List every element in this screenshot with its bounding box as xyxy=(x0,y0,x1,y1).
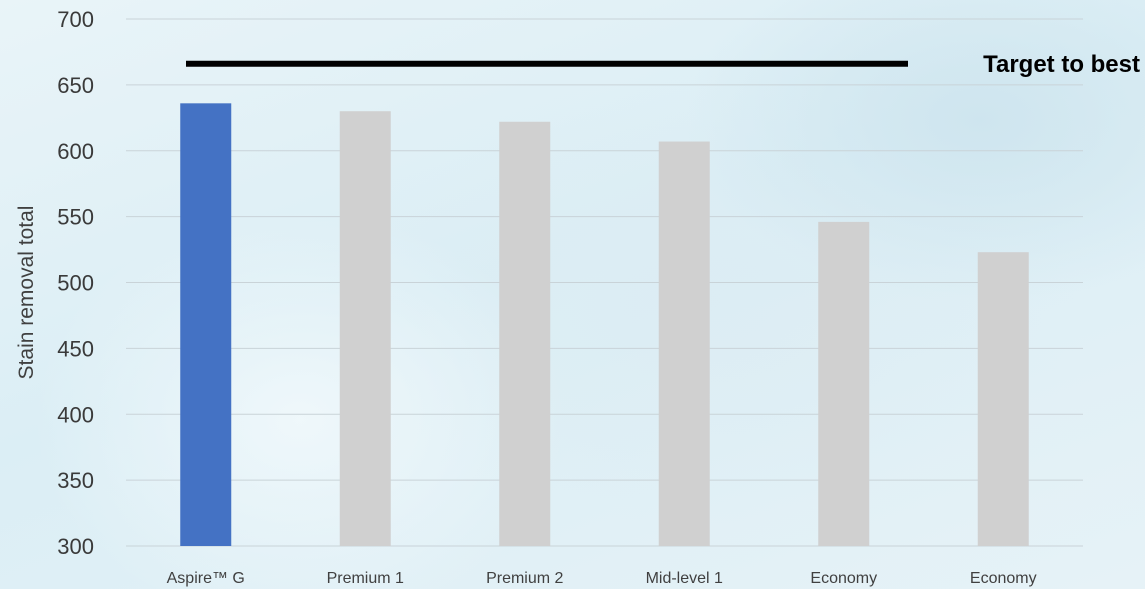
x-axis-categories: Aspire™ G Premium 1 Premium 2 Mid-level 1 Ec… xyxy=(167,570,1037,587)
y-tick-label: 500 xyxy=(57,271,94,296)
bar xyxy=(499,121,551,546)
y-tick-label: 600 xyxy=(57,139,94,164)
y-axis-title: Stain removal total xyxy=(15,206,38,380)
bar xyxy=(818,221,870,546)
y-tick-label: 700 xyxy=(57,7,94,32)
y-tick-label: 650 xyxy=(57,73,94,98)
y-tick-label: 300 xyxy=(57,534,94,559)
y-axis-ticks: 300 350 400 450 500 550 600 650 700 xyxy=(57,7,94,559)
y-tick-label: 400 xyxy=(57,402,94,427)
x-category-label: Premium 2 xyxy=(486,570,563,587)
bar xyxy=(339,111,391,546)
bars xyxy=(180,103,1029,546)
bar xyxy=(977,252,1029,546)
x-category-label: Aspire™ G xyxy=(167,570,245,587)
gridlines xyxy=(126,18,1083,547)
x-category-label: Economy xyxy=(970,570,1037,587)
y-tick-label: 550 xyxy=(57,205,94,230)
x-category-label: Economy xyxy=(810,570,877,587)
target-label: Target to best xyxy=(983,51,1140,78)
y-tick-label: 350 xyxy=(57,468,94,493)
x-category-label: Mid-level 1 xyxy=(646,570,723,587)
y-tick-label: 450 xyxy=(57,336,94,361)
x-category-label: Premium 1 xyxy=(327,570,404,587)
bar xyxy=(658,141,710,546)
bar xyxy=(180,103,232,546)
